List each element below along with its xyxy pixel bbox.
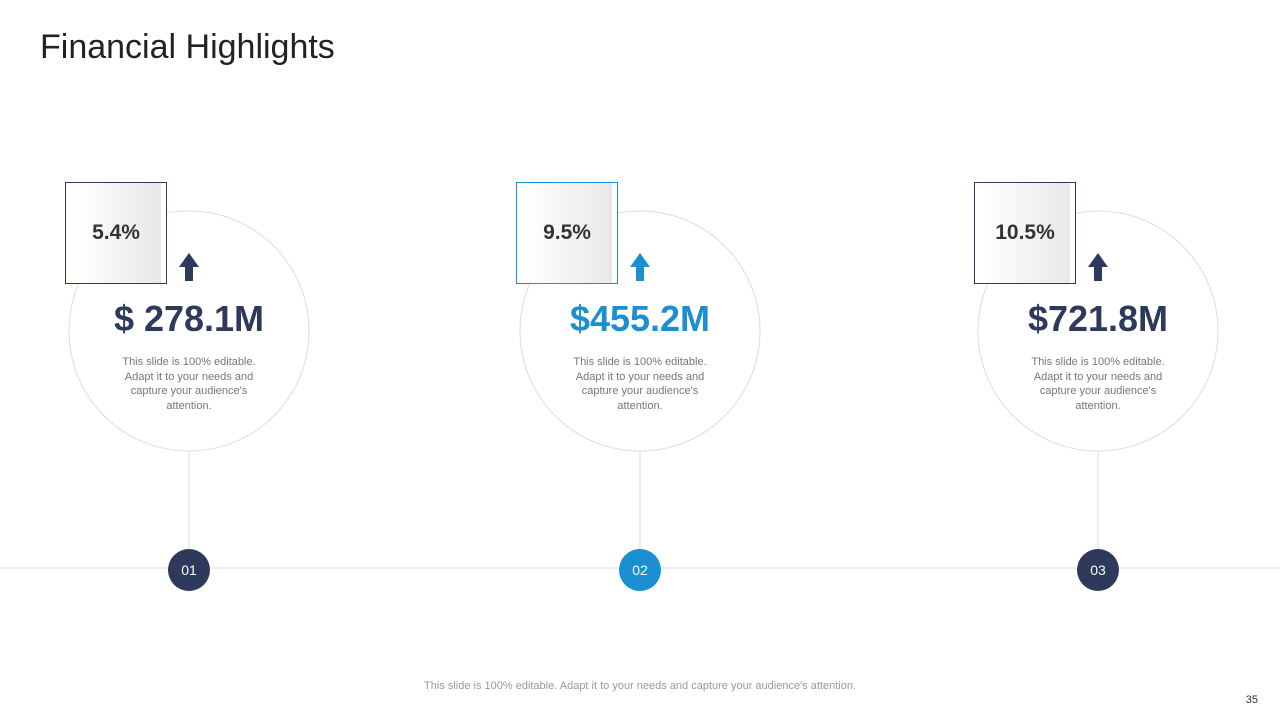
change-box: 9.5% — [516, 182, 618, 284]
footer-note: This slide is 100% editable. Adapt it to… — [424, 680, 856, 692]
up-arrow — [179, 253, 199, 281]
description: This slide is 100% editable. Adapt it to… — [573, 356, 707, 412]
change-box: 5.4% — [65, 182, 167, 284]
step-number: 01 — [168, 549, 210, 591]
title: Financial Highlights — [40, 28, 335, 66]
amount: $ 278.1M — [113, 298, 265, 339]
description: This slide is 100% editable. Adapt it to… — [122, 356, 256, 412]
page-number: 35 — [1245, 694, 1258, 706]
up-arrow — [1088, 253, 1108, 281]
amount: $455.2M — [569, 298, 711, 339]
description: This slide is 100% editable. Adapt it to… — [1031, 356, 1165, 412]
up-arrow — [630, 253, 650, 281]
amount: $721.8M — [1027, 298, 1169, 339]
step-number: 02 — [619, 549, 661, 591]
change-box: 10.5% — [974, 182, 1076, 284]
step-number: 03 — [1077, 549, 1119, 591]
